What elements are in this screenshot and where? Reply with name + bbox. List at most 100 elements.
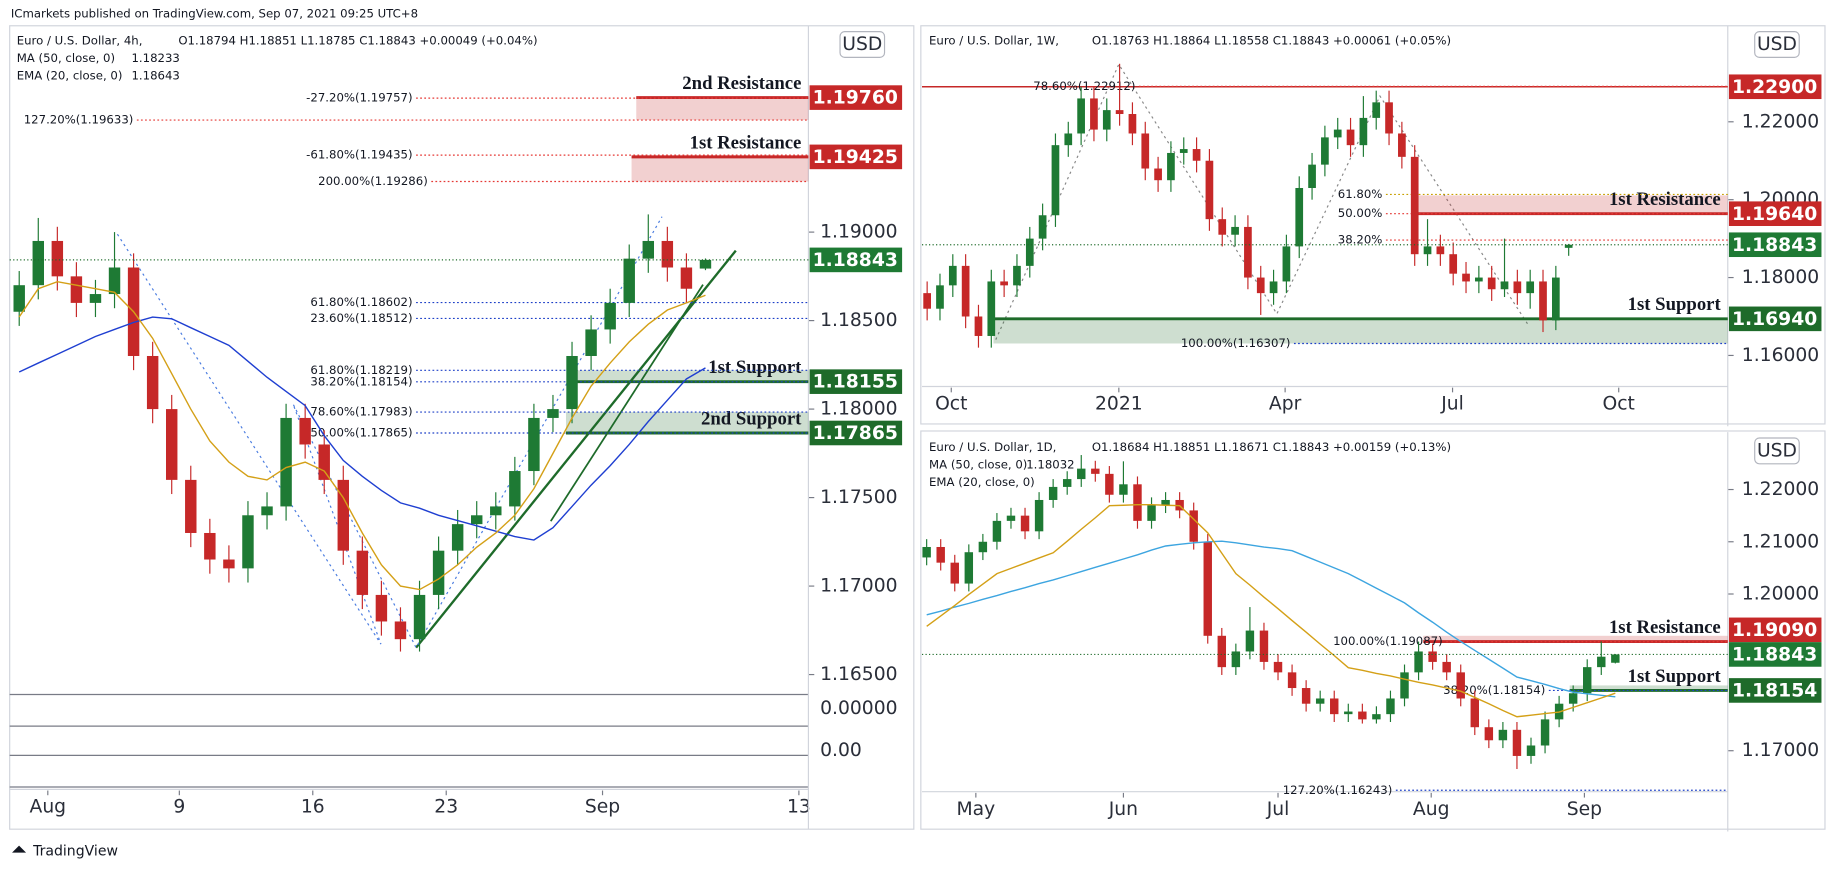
- panel-frame: [920, 430, 1826, 830]
- x-tick-label: 13: [787, 796, 811, 817]
- candle-body: [1231, 651, 1241, 668]
- candle-body: [299, 417, 311, 445]
- candle-body: [1428, 651, 1437, 662]
- candle-body: [1372, 714, 1381, 720]
- price-tag-label: 1.22900: [1732, 77, 1817, 98]
- level-name: 1st Support: [1628, 294, 1722, 315]
- candle-body: [623, 258, 635, 303]
- price-tag: [1728, 306, 1822, 332]
- candle-body: [1161, 499, 1170, 506]
- candle-body: [1540, 719, 1550, 746]
- level-zone: [565, 412, 809, 433]
- price-tag: [1728, 201, 1822, 226]
- candle-body: [70, 276, 83, 303]
- candle-body: [1333, 129, 1342, 138]
- candle-body: [547, 409, 559, 418]
- indicator-value: 1.18233: [131, 51, 179, 65]
- candle-body: [261, 506, 273, 516]
- candle-body: [1330, 698, 1339, 715]
- candle-body: [1315, 698, 1325, 704]
- candle-body: [1051, 145, 1060, 216]
- candle-body: [1526, 745, 1536, 756]
- fib-label: 61.80%(1.18602): [310, 295, 412, 309]
- candle-body: [1025, 238, 1034, 266]
- level-name: 1st Support: [708, 357, 802, 378]
- level-zone: [636, 97, 809, 121]
- candle-body: [566, 355, 578, 410]
- candle-body: [1414, 651, 1423, 673]
- candle-body: [661, 240, 674, 268]
- indicator-legend: EMA (20, close, 0): [929, 475, 1035, 489]
- level-name: 2nd Support: [701, 408, 802, 429]
- price-tag-label: 1.18155: [813, 372, 898, 393]
- candle-body: [936, 285, 944, 309]
- candle-body: [1231, 226, 1239, 235]
- x-tick-label: 23: [434, 796, 458, 817]
- candle-body: [1512, 729, 1522, 756]
- currency-label: USD: [1757, 440, 1797, 461]
- candle-body: [1090, 98, 1098, 130]
- candle-body: [1141, 133, 1150, 169]
- candle-body: [165, 409, 178, 480]
- candle-body: [1192, 149, 1201, 161]
- price-tag: [1728, 74, 1822, 100]
- pane-value-label: 0.00: [820, 740, 862, 761]
- fib-label: 100.00%(1.19087): [1333, 634, 1443, 648]
- panel-frame: [9, 25, 915, 830]
- fib-label: 127.20%(1.16243): [1283, 783, 1393, 797]
- candle-body: [1346, 129, 1355, 146]
- candle-body: [356, 550, 369, 595]
- indicator-legend: MA (50, close, 0): [929, 457, 1027, 471]
- fib-label: 78.60%(1.22912): [1033, 79, 1135, 93]
- candle-body: [1167, 152, 1175, 181]
- candle-body: [1154, 168, 1162, 181]
- y-tick-label: 1.18000: [1742, 267, 1819, 288]
- candle-body: [32, 240, 44, 286]
- fib-label: 50.00%: [1338, 206, 1383, 220]
- candle-body: [1487, 277, 1496, 290]
- candle-body: [1203, 541, 1212, 636]
- candle-body: [185, 479, 197, 533]
- currency-box: [839, 31, 886, 58]
- candle-body: [1321, 137, 1329, 165]
- candle-body: [1436, 246, 1445, 255]
- candle-body: [1359, 117, 1368, 146]
- candle-body: [1282, 246, 1291, 282]
- pane-value-label: 0.00000: [820, 698, 897, 719]
- level-name: 1st Resistance: [1609, 617, 1721, 638]
- fib-label: 78.60%(1.17983): [310, 405, 412, 419]
- indicator-line: [18, 280, 706, 591]
- candle-body: [1462, 273, 1470, 282]
- candle-body: [204, 532, 216, 560]
- candle-body: [108, 267, 121, 295]
- candle-body: [680, 267, 693, 289]
- candle-body: [1597, 656, 1606, 668]
- candle-body: [1064, 133, 1073, 146]
- panel-frame: [920, 25, 1826, 425]
- candle-body: [699, 259, 712, 269]
- candle-body: [1119, 484, 1128, 495]
- candle-body: [470, 515, 483, 525]
- price-tag: [809, 369, 903, 394]
- x-tick-label: Aug: [1413, 799, 1450, 820]
- candle-body: [1013, 265, 1021, 286]
- indicator-line: [18, 316, 706, 541]
- x-tick-label: May: [956, 799, 995, 820]
- price-tag: [1728, 617, 1822, 643]
- candle-body: [1564, 244, 1573, 248]
- candle-body: [1259, 630, 1269, 662]
- price-tag: [1728, 232, 1822, 258]
- fib-label: 200.00%(1.19286): [318, 174, 428, 188]
- candle-body: [950, 562, 959, 584]
- y-tick-label: 1.22000: [1742, 479, 1819, 500]
- level-name: 2nd Resistance: [682, 73, 801, 94]
- candle-body: [948, 265, 957, 286]
- candle-body: [1344, 711, 1353, 715]
- fib-label: 61.80%(1.18219): [310, 363, 412, 377]
- price-tag: [809, 85, 903, 110]
- level-zone: [1569, 685, 1728, 691]
- indicator-line: [926, 503, 1616, 718]
- indicator-value: 1.18643: [131, 69, 179, 83]
- candle-body: [1105, 473, 1114, 495]
